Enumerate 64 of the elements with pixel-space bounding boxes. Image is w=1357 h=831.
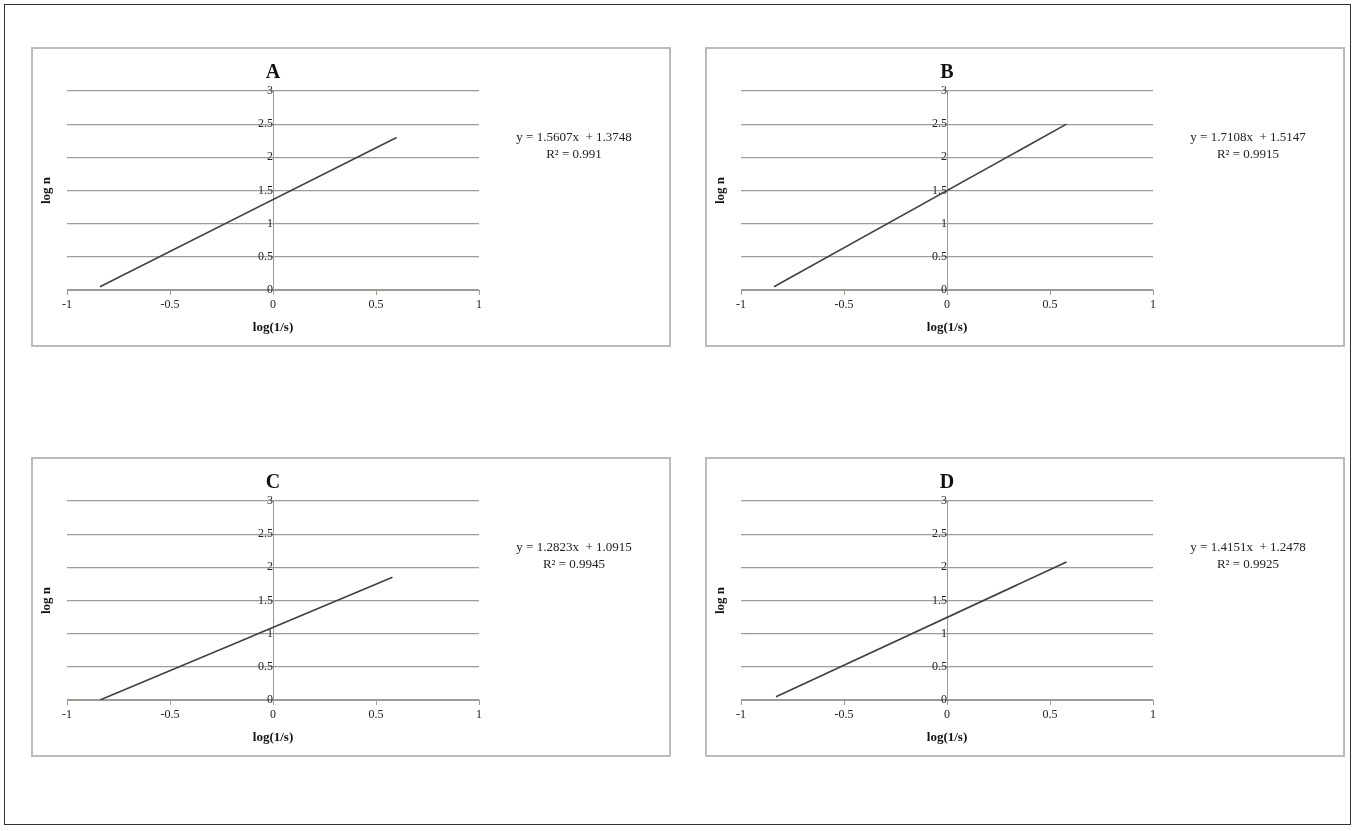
chart-title: D xyxy=(939,470,955,493)
y-tick-label: 2 xyxy=(941,149,947,164)
x-tick-label: 0.5 xyxy=(1042,297,1058,312)
chart-title: C xyxy=(265,470,281,493)
y-axis-title: log n xyxy=(38,586,54,615)
y-axis-title: log n xyxy=(712,176,728,205)
y-tick-label: 3 xyxy=(267,493,273,508)
x-axis-title: log(1/s) xyxy=(926,728,968,744)
x-tick-label: -0.5 xyxy=(834,707,854,722)
y-tick-label: 3 xyxy=(941,83,947,98)
y-tick-label: 0.5 xyxy=(932,248,947,263)
x-tick-label: 1 xyxy=(476,297,482,312)
y-tick-label: 1 xyxy=(941,625,947,640)
y-tick-label: 0 xyxy=(941,282,947,297)
y-tick-label: 2.5 xyxy=(258,526,273,541)
y-tick-label: 0 xyxy=(267,282,273,297)
y-axis-title: log n xyxy=(38,176,54,205)
text: R² = 0.9925 xyxy=(1216,556,1280,572)
y-tick-label: 1.5 xyxy=(258,182,273,197)
x-tick-label: -0.5 xyxy=(160,297,180,312)
y-tick-label: 3 xyxy=(941,493,947,508)
x-tick-label: -0.5 xyxy=(834,297,854,312)
x-tick-label: 0.5 xyxy=(1042,707,1058,722)
y-tick-label: 1.5 xyxy=(258,592,273,607)
chart-title: A xyxy=(265,60,281,83)
y-tick-label: 2.5 xyxy=(258,116,273,131)
y-tick-label: 3 xyxy=(267,83,273,98)
y-tick-label: 1.5 xyxy=(932,182,947,197)
x-tick-label: 1 xyxy=(1150,707,1156,722)
y-tick-label: 0.5 xyxy=(258,248,273,263)
y-tick-label: 0 xyxy=(267,692,273,707)
text: y = 1.4151x + 1.2478 xyxy=(1190,539,1306,555)
text: y = 1.2823x + 1.0915 xyxy=(516,539,632,555)
chart-title: B xyxy=(940,60,954,83)
x-tick-label: 0.5 xyxy=(368,297,384,312)
text: R² = 0.9945 xyxy=(542,556,606,572)
x-axis-title: log(1/s) xyxy=(926,318,968,334)
y-tick-label: 1 xyxy=(267,215,273,230)
y-tick-label: 2.5 xyxy=(932,526,947,541)
y-tick-label: 1.5 xyxy=(932,592,947,607)
x-tick-label: -1 xyxy=(62,707,72,722)
text: y = 1.7108x + 1.5147 xyxy=(1190,129,1307,145)
x-tick-label: 0.5 xyxy=(368,707,384,722)
x-axis-title: log(1/s) xyxy=(252,728,294,744)
y-tick-label: 2 xyxy=(267,559,273,574)
y-tick-label: 2.5 xyxy=(932,116,947,131)
text: R² = 0.991 xyxy=(546,146,602,162)
y-tick-label: 2 xyxy=(941,559,947,574)
x-tick-label: 1 xyxy=(476,707,482,722)
y-axis-title: log n xyxy=(712,586,728,615)
x-tick-label: -1 xyxy=(736,707,746,722)
x-tick-label: -0.5 xyxy=(160,707,180,722)
x-tick-label: -1 xyxy=(62,297,72,312)
y-tick-label: 0.5 xyxy=(258,658,273,673)
text: y = 1.5607x + 1.3748 xyxy=(516,129,632,145)
text: R² = 0.9915 xyxy=(1216,146,1280,162)
y-tick-label: 2 xyxy=(267,149,273,164)
y-tick-label: 1 xyxy=(941,215,947,230)
y-tick-label: 0.5 xyxy=(932,658,947,673)
x-tick-label: 1 xyxy=(1150,297,1156,312)
y-tick-label: 0 xyxy=(941,692,947,707)
x-axis-title: log(1/s) xyxy=(252,318,294,334)
x-tick-label: -1 xyxy=(736,297,746,312)
y-tick-label: 1 xyxy=(267,625,273,640)
